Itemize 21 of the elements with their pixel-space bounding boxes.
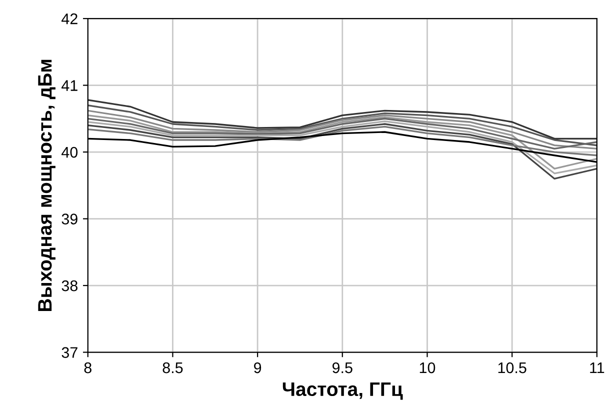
- y-tick-label: 41: [62, 80, 78, 91]
- x-axis-title: Частота, ГГц: [282, 382, 403, 400]
- line-series: [88, 110, 597, 150]
- x-tick-label: 9: [254, 362, 262, 374]
- line-series: [88, 104, 597, 146]
- x-tick-label: 10.5: [498, 362, 526, 374]
- y-tick-label: 42: [62, 13, 78, 24]
- y-tick-label: 40: [62, 146, 78, 158]
- x-tick-label: 8.5: [162, 362, 183, 374]
- line-series: [88, 118, 597, 150]
- line-series: [88, 114, 597, 170]
- y-tick-label: 39: [62, 214, 78, 224]
- x-tick-label: 11: [590, 362, 604, 374]
- x-tick-label: 10: [420, 362, 436, 374]
- y-tick-label: 37: [62, 347, 78, 358]
- x-tick-label: 8: [84, 362, 92, 374]
- y-tick-label: 38: [62, 280, 78, 292]
- x-tick-label: 9.5: [332, 362, 352, 374]
- y-axis-title: Выходная мощность, дБм: [38, 60, 56, 311]
- line-series: [88, 99, 597, 140]
- line-series: [88, 126, 597, 156]
